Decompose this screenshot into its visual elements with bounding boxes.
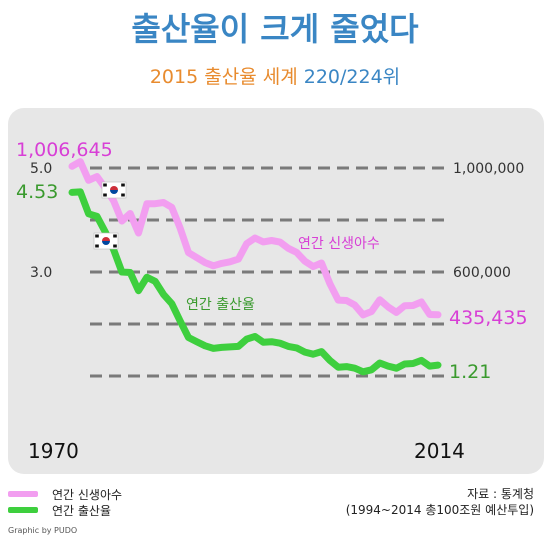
flag-taeguk-blue — [102, 241, 110, 245]
chart-labels: 5.0 3.0 1,000,000 600,000 1970 2014 1,006,645 4… — [16, 139, 528, 463]
legend: 연간 신생아수 연간 출산율 — [8, 486, 122, 518]
page-title: 출산율이 크게 줄었다 — [131, 10, 419, 48]
flag-trigram — [103, 193, 107, 197]
source-note: 자료 : 통계청 (1994~2014 총100조원 예산투입) — [346, 486, 534, 518]
korea-flag-icon — [93, 232, 119, 250]
graphic-credit: Graphic by PUDO — [8, 526, 78, 535]
flag-trigram — [95, 234, 99, 238]
series-line-births — [68, 158, 442, 319]
legend-label-fertility: 연간 출산율 — [52, 503, 112, 518]
source-line-2: (1994~2014 총100조원 예산투입) — [345, 503, 534, 517]
births-start-label: 1,006,645 — [16, 139, 113, 161]
x-tick-label-end: 2014 — [414, 439, 465, 463]
legend-swatch-births — [8, 491, 38, 497]
legend-item-births: 연간 신생아수 — [8, 486, 122, 502]
flag-trigram — [95, 244, 99, 248]
subtitle-rank-value: 220/224위 — [303, 66, 401, 88]
source-line-1: 자료 : 통계청 — [467, 487, 534, 501]
fertility-end-label: 1.21 — [449, 361, 491, 383]
births-end-label: 435,435 — [449, 307, 528, 329]
series-fertility — [68, 188, 442, 376]
series-births — [68, 158, 442, 319]
flag-trigram — [121, 193, 125, 197]
flag-taeguk-red — [110, 186, 118, 190]
legend-label-births: 연간 신생아수 — [52, 487, 123, 502]
legend-item-fertility: 연간 출산율 — [8, 502, 122, 518]
left-tick-label: 3.0 — [30, 265, 52, 281]
series-line-fertility — [68, 188, 442, 376]
flag-trigram — [113, 244, 117, 248]
page-subtitle: 2015 출산율 세계 220/224위 — [0, 62, 550, 89]
legend-swatch-fertility — [8, 507, 38, 513]
flag-taeguk-blue — [110, 190, 118, 194]
x-tick-label-start: 1970 — [28, 439, 79, 463]
flag-trigram — [103, 183, 107, 187]
korea-flag-icon — [101, 181, 127, 199]
flag-taeguk-red — [102, 237, 110, 241]
births-annotation: 연간 신생아수 — [298, 236, 380, 252]
subtitle-rank-label: 2015 출산율 세계 — [149, 66, 298, 88]
right-tick-label: 600,000 — [453, 265, 511, 281]
flag-trigram — [113, 234, 117, 238]
flag-trigram — [121, 183, 125, 187]
fertility-annotation: 연간 출산율 — [186, 297, 255, 313]
right-tick-label: 1,000,000 — [453, 161, 524, 177]
grid-lines — [90, 166, 446, 378]
flags — [93, 181, 127, 250]
fertility-start-label: 4.53 — [16, 181, 58, 203]
left-tick-label: 5.0 — [30, 161, 52, 177]
